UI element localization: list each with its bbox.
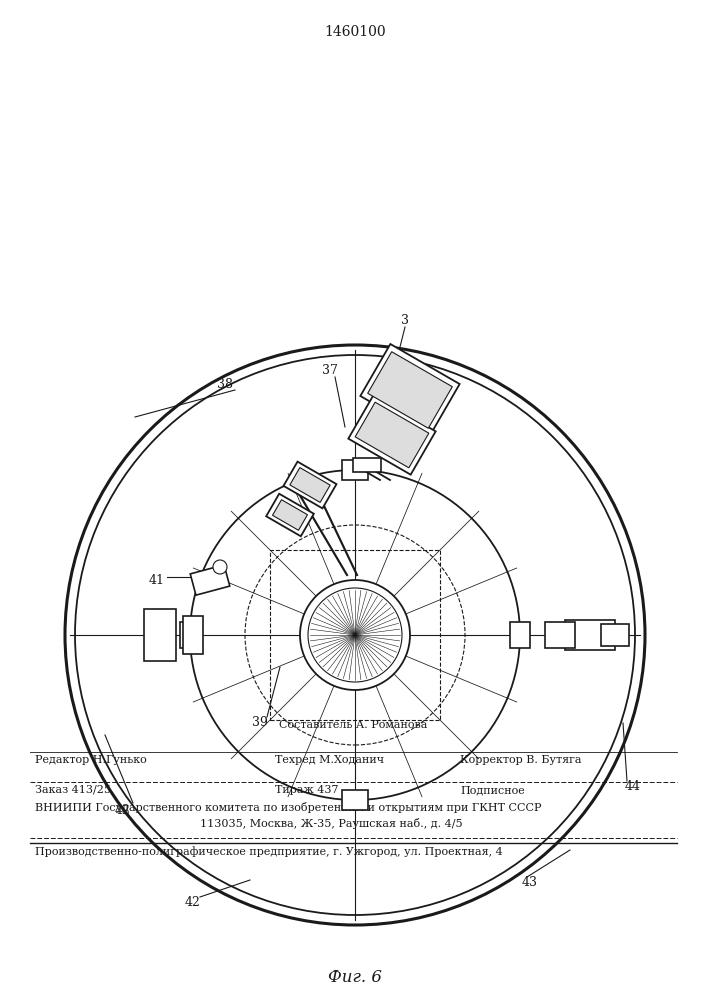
Text: Редактор Н.Гунько: Редактор Н.Гунько [35,755,147,765]
Polygon shape [290,468,330,502]
Circle shape [308,588,402,682]
Text: 39: 39 [252,716,268,730]
Text: 43: 43 [522,876,538,890]
Polygon shape [601,624,629,646]
Text: Тираж 437: Тираж 437 [275,785,339,795]
Polygon shape [190,565,230,595]
Polygon shape [361,344,460,436]
Polygon shape [342,460,368,480]
Text: 41: 41 [149,574,165,586]
Text: Фиг. 6: Фиг. 6 [328,968,382,986]
Text: 1460100: 1460100 [325,25,386,39]
Polygon shape [355,402,429,468]
Text: 42: 42 [115,804,131,816]
Polygon shape [272,500,308,530]
Text: 38: 38 [217,378,233,391]
Polygon shape [266,494,314,536]
Polygon shape [284,462,337,508]
Polygon shape [144,609,176,661]
Polygon shape [180,622,200,648]
Text: Подписное: Подписное [460,785,525,795]
Text: Составитель А. Романова: Составитель А. Романова [279,720,427,730]
Text: Корректор В. Бутяга: Корректор В. Бутяга [460,755,581,765]
Text: ВНИИПИ Государственного комитета по изобретениям и открытиям при ГКНТ СССР: ВНИИПИ Государственного комитета по изоб… [35,802,542,813]
Polygon shape [349,395,436,475]
Polygon shape [565,620,615,650]
Text: Производственно-полиграфическое предприятие, г. Ужгород, ул. Проектная, 4: Производственно-полиграфическое предприя… [35,846,503,857]
Polygon shape [342,790,368,810]
Polygon shape [368,352,452,428]
Polygon shape [183,616,203,654]
Polygon shape [353,458,381,472]
Text: 44: 44 [625,780,641,794]
Circle shape [300,580,410,690]
Polygon shape [510,622,530,648]
Text: 37: 37 [322,363,338,376]
Text: Техред М.Ходанич: Техред М.Ходанич [275,755,384,765]
Text: 3: 3 [401,314,409,326]
Circle shape [213,560,227,574]
Text: 113035, Москва, Ж-35, Раушская наб., д. 4/5: 113035, Москва, Ж-35, Раушская наб., д. … [200,818,462,829]
Polygon shape [545,622,575,648]
Text: 42: 42 [185,896,201,910]
Text: Заказ 413/25: Заказ 413/25 [35,785,111,795]
